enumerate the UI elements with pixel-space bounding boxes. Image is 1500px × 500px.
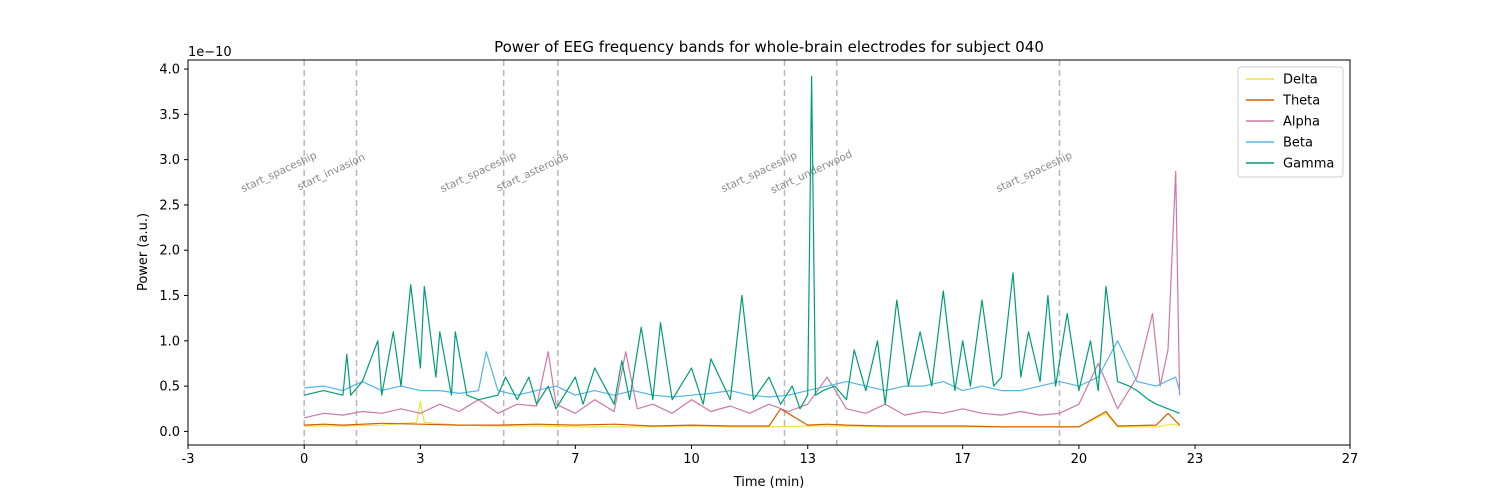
y-tick-label: 4.0 xyxy=(159,63,180,78)
chart-title: Power of EEG frequency bands for whole-b… xyxy=(494,38,1044,56)
y-tick-label: 3.5 xyxy=(159,108,180,123)
legend-box xyxy=(1237,66,1344,178)
y-axis: 0.0 0.5 1.0 1.5 2.0 2.5 3.0 3.5 4.0 xyxy=(159,63,188,440)
plot-frame xyxy=(187,59,1351,446)
y-tick-label: 2.0 xyxy=(159,244,180,259)
x-axis-label: Time (min) xyxy=(733,475,805,490)
x-tick-label: 0 xyxy=(300,452,308,467)
series-lines xyxy=(304,75,1181,428)
x-tick-label: 10 xyxy=(683,452,700,467)
legend-label: Alpha xyxy=(1283,115,1320,130)
y-tick-label: 3.0 xyxy=(159,153,180,168)
legend-label: Delta xyxy=(1283,73,1318,88)
legend-label: Theta xyxy=(1282,94,1320,109)
y-tick-label: 0.5 xyxy=(159,380,180,395)
legend: Delta Theta Alpha Beta Gamma xyxy=(1237,66,1344,178)
x-tick-label: 7 xyxy=(571,452,579,467)
y-tick-label: 1.5 xyxy=(159,289,180,304)
x-tick-label: 27 xyxy=(1342,452,1359,467)
y-tick-label: 0.0 xyxy=(159,425,180,440)
x-tick-label: -3 xyxy=(182,452,195,467)
legend-label: Gamma xyxy=(1283,157,1334,172)
series-line-theta xyxy=(304,408,1181,428)
x-tick-label: 17 xyxy=(954,452,971,467)
x-tick-label: 13 xyxy=(799,452,816,467)
y-tick-label: 2.5 xyxy=(159,198,180,213)
series-line-alpha xyxy=(304,170,1181,419)
x-tick-label: 3 xyxy=(416,452,424,467)
y-tick-label: 1.0 xyxy=(159,334,180,349)
series-line-gamma xyxy=(304,75,1180,414)
legend-label: Beta xyxy=(1283,136,1313,151)
x-axis: -3 0 3 7 10 13 17 20 23 27 xyxy=(182,445,1359,467)
event-label: start_spaceship xyxy=(994,149,1074,195)
y-axis-label: Power (a.u.) xyxy=(136,213,151,291)
x-tick-label: 20 xyxy=(1071,452,1088,467)
x-tick-label: 23 xyxy=(1187,452,1204,467)
y-offset-label: 1e−10 xyxy=(188,45,232,60)
series-line-beta xyxy=(304,340,1181,398)
